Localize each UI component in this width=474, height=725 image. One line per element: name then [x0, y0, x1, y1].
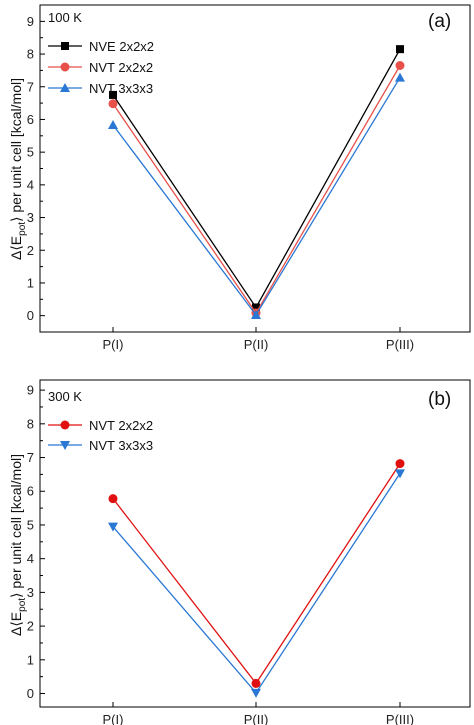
y-tick-label: 3: [27, 585, 34, 600]
legend-marker: [61, 42, 69, 50]
y-tick-label: 7: [27, 450, 34, 465]
chart-panel-b: 300 K (b) 0 1 2 3 4 5 6 7 8 9 P(I) P(II) P(III) NVT …: [8, 379, 471, 725]
data-point: [251, 309, 261, 319]
legend-label: NVT 2x2x2: [89, 60, 153, 75]
panel-label: (a): [428, 11, 451, 32]
y-tick-label: 9: [27, 383, 34, 398]
data-point: [395, 72, 405, 82]
y-tick-label: 8: [27, 47, 34, 62]
data-point: [108, 99, 118, 109]
legend-label: NVT 3x3x3: [89, 81, 153, 96]
x-tick-label: P(I): [103, 712, 124, 725]
y-tick-label: 2: [27, 619, 34, 634]
legend-label: NVT 2x2x2: [89, 418, 153, 433]
y-axis-label-pre: Δ⟨E: [8, 236, 24, 260]
y-axis-label-sub: pot: [17, 222, 28, 236]
data-point: [396, 45, 404, 54]
x-tick-label: P(III): [386, 337, 414, 352]
data-point: [251, 678, 261, 688]
y-tick-label: 6: [27, 484, 34, 499]
series-line: [112, 463, 401, 685]
x-tick-label: P(II): [244, 712, 269, 725]
legend-marker: [60, 83, 70, 92]
temperature-label: 300 K: [48, 389, 82, 404]
y-axis-label: Δ⟨Epot⟩ per unit cell [kcal/mol]: [8, 454, 28, 636]
y-tick-label: 4: [27, 551, 34, 566]
data-point: [108, 120, 118, 130]
y-axis-label-post: ⟩ per unit cell [kcal/mol]: [8, 78, 24, 222]
y-tick-label: 5: [27, 517, 34, 532]
y-axis-label-pre: Δ⟨E: [8, 612, 24, 636]
y-tick-label: 3: [27, 210, 34, 225]
series-line: [112, 473, 401, 694]
y-tick-label: 0: [27, 308, 34, 323]
data-point: [108, 494, 118, 504]
y-axis-label-post: ⟩ per unit cell [kcal/mol]: [8, 454, 24, 598]
x-tick-label: P(I): [103, 337, 124, 352]
data-point: [395, 60, 405, 70]
legend-marker: [60, 441, 70, 450]
chart-panel-a: 100 K (a) 0 1 2 3 4 5 6 7 8 9 P(I) P(II) P(III) NVE …: [8, 4, 471, 352]
y-tick-label: 8: [27, 416, 34, 431]
y-tick-label: 6: [27, 112, 34, 127]
y-tick-label: 1: [27, 275, 34, 290]
data-point: [395, 469, 405, 479]
y-tick-label: 1: [27, 652, 34, 667]
y-tick-label: 4: [27, 177, 34, 192]
data-point: [108, 522, 118, 532]
legend-label: NVE 2x2x2: [89, 39, 154, 54]
axes: 0 1 2 3 4 5 6 7 8 9 P(I) P(II) P(III): [27, 14, 414, 352]
series-line: [112, 48, 401, 309]
y-tick-label: 2: [27, 243, 34, 258]
data-point: [252, 303, 260, 312]
plot-frame: [39, 4, 471, 333]
legend-marker: [60, 62, 70, 72]
series-line: [112, 65, 401, 315]
series-layer: [108, 45, 405, 319]
plot-frame: [39, 379, 471, 708]
series-layer: [108, 459, 405, 698]
x-tick-label: P(III): [386, 712, 414, 725]
data-point: [395, 459, 405, 469]
x-tick-label: P(II): [244, 337, 269, 352]
panel-label: (b): [428, 389, 451, 410]
axes: 0 1 2 3 4 5 6 7 8 9 P(I) P(II) P(III): [27, 383, 414, 725]
y-axis-label-sub: pot: [17, 598, 28, 612]
legend: NVE 2x2x2 NVT 2x2x2 NVT 3x3x3: [48, 39, 154, 96]
legend-label: NVT 3x3x3: [89, 438, 153, 453]
series-line: [112, 77, 401, 317]
y-tick-label: 5: [27, 145, 34, 160]
y-axis-label: Δ⟨Epot⟩ per unit cell [kcal/mol]: [8, 78, 28, 260]
y-tick-label: 9: [27, 14, 34, 29]
legend: NVT 2x2x2 NVT 3x3x3: [48, 418, 153, 453]
data-point: [251, 688, 261, 698]
legend-marker: [60, 420, 70, 430]
data-point: [109, 90, 117, 99]
y-tick-label: 0: [27, 686, 34, 701]
temperature-label: 100 K: [48, 10, 82, 25]
y-tick-label: 7: [27, 79, 34, 94]
